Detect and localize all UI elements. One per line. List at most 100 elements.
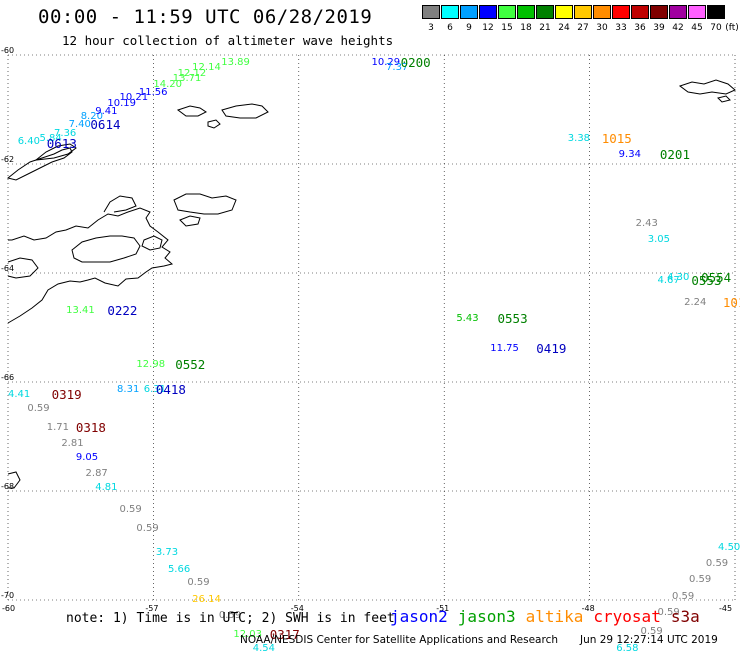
james-ross-island bbox=[7, 257, 39, 279]
lat-label: -70 bbox=[1, 591, 14, 600]
scale-swatch bbox=[650, 5, 668, 19]
lon-label: -51 bbox=[436, 604, 449, 613]
wave-height-value: 4.81 bbox=[95, 481, 118, 493]
wave-height-value: 12.03 bbox=[233, 628, 262, 640]
wave-height-value: 9.05 bbox=[75, 451, 99, 463]
scale-swatch bbox=[536, 5, 554, 19]
pass-time-label: 0554 bbox=[701, 270, 732, 285]
lon-label: -54 bbox=[291, 604, 304, 613]
lat-label: -60 bbox=[1, 46, 14, 55]
antarctic-peninsula-coast bbox=[7, 207, 174, 324]
scale-swatch bbox=[460, 5, 478, 19]
wave-height-value: 12.14 bbox=[192, 62, 221, 74]
scale-label: 9 bbox=[466, 23, 472, 33]
wave-height-value: 4.41 bbox=[8, 389, 31, 401]
wave-height-value: 6.40 bbox=[17, 135, 40, 147]
wave-height-value: 0.59 bbox=[119, 503, 142, 515]
wave-height-value: 0.59 bbox=[187, 577, 210, 589]
scale-unit: (ft) bbox=[725, 23, 739, 33]
bransfield-coast bbox=[103, 195, 137, 213]
wave-height-value: 9.41 bbox=[95, 105, 118, 117]
wave-height-value: 7.36 bbox=[54, 127, 77, 139]
scale-label: 33 bbox=[615, 23, 627, 33]
lat-label: -66 bbox=[1, 373, 14, 382]
axis-labels: -60 -62 -64 -66 -68 -70 -60 -57 -54 -51 -48 -45 bbox=[1, 46, 732, 613]
pass-time-label: 0200 bbox=[400, 54, 431, 70]
wave-height-value: 2.43 bbox=[635, 217, 658, 229]
wave-height-value: 0.59 bbox=[705, 558, 729, 570]
elephant-island bbox=[176, 105, 207, 117]
wave-height-value: 0.59 bbox=[218, 609, 242, 621]
wave-height-value: 1.71 bbox=[46, 421, 70, 433]
south-shetland-livingston bbox=[34, 143, 77, 161]
wave-height-value: 0.59 bbox=[657, 607, 680, 619]
prince-gustav-islets bbox=[173, 193, 237, 215]
satellite-legend-item: jason3 bbox=[457, 607, 516, 626]
paulet-island bbox=[179, 215, 201, 227]
scale-swatch bbox=[555, 5, 573, 19]
scale-label: 12 bbox=[482, 23, 494, 33]
wave-height-value: 2.24 bbox=[684, 296, 707, 308]
scale-swatch bbox=[669, 5, 687, 19]
wave-height-value: 13.71 bbox=[172, 73, 202, 85]
scale-label: 18 bbox=[520, 23, 532, 33]
scale-label: 3 bbox=[428, 23, 434, 33]
wave-height-value: 4.67 bbox=[657, 274, 680, 286]
wave-height-value: 26.14 bbox=[192, 593, 221, 605]
lat-label: -68 bbox=[1, 482, 14, 491]
scale-label: 27 bbox=[577, 23, 589, 33]
graticule bbox=[7, 54, 736, 601]
wave-height-value: 7.37 bbox=[386, 62, 409, 74]
scale-label: 45 bbox=[691, 23, 703, 33]
pass-time-label: 0613 bbox=[46, 136, 77, 152]
scale-label: 6 bbox=[447, 23, 453, 33]
wave-height-value: 5.66 bbox=[167, 563, 191, 575]
satellite-legend: jason2 jason3 altika cryosat s3a bbox=[390, 607, 710, 626]
scale-label: 30 bbox=[596, 23, 608, 33]
generated-timestamp: Jun 29 12:27:14 UTC 2019 bbox=[580, 634, 718, 646]
pass-time-label: 0614 bbox=[90, 117, 121, 133]
scale-swatch bbox=[688, 5, 706, 19]
scale-label: 42 bbox=[672, 23, 684, 33]
dundee-island bbox=[141, 235, 163, 251]
scale-swatch bbox=[593, 5, 611, 19]
wave-height-value: 9.34 bbox=[618, 149, 641, 161]
southern-coast-stub bbox=[7, 471, 21, 489]
wave-height-value: 11.75 bbox=[490, 342, 519, 354]
footer-note: note: 1) Time is in UTC; 2) SWH is in fe… bbox=[66, 611, 395, 626]
wave-height-value: 3.73 bbox=[155, 547, 179, 559]
satellite-legend-item: cryosat bbox=[593, 607, 661, 626]
south-orkney-small bbox=[717, 95, 731, 103]
scale-label: 70 bbox=[710, 23, 722, 33]
joinville-island bbox=[71, 235, 141, 263]
map-subtitle: 12 hour collection of altimeter wave hei… bbox=[62, 33, 394, 48]
scale-swatch bbox=[479, 5, 497, 19]
lon-label: -60 bbox=[2, 604, 15, 613]
scale-label: 21 bbox=[539, 23, 551, 33]
lat-label: -64 bbox=[1, 264, 14, 273]
pass-time-label: 0553 bbox=[691, 272, 722, 288]
pass-time-label: 0419 bbox=[536, 340, 567, 356]
wave-height-value: 13.41 bbox=[66, 304, 95, 316]
wave-height-value: 10.29 bbox=[371, 56, 401, 68]
lon-label: -48 bbox=[582, 604, 595, 613]
wave-height-value: 8.31 bbox=[117, 383, 140, 395]
lon-label: -45 bbox=[719, 604, 732, 613]
credit-text: NOAA/NESDIS Center for Satellite Applica… bbox=[240, 634, 558, 646]
wave-height-value: 12.12 bbox=[177, 67, 207, 79]
scale-swatch bbox=[612, 5, 630, 19]
wave-height-value: 4.30 bbox=[667, 272, 690, 283]
wave-height-value: 13.89 bbox=[221, 56, 250, 68]
wave-height-value: 14.20 bbox=[153, 78, 183, 90]
wave-height-value: 8.20 bbox=[80, 111, 103, 123]
wave-height-value: 0.59 bbox=[688, 574, 712, 586]
scale-label: 39 bbox=[653, 23, 665, 33]
pass-time-label: 0317 bbox=[269, 626, 300, 642]
wave-height-value: 4.50 bbox=[718, 541, 740, 553]
wave-height-value: 4.54 bbox=[252, 642, 276, 654]
wave-height-value: 7.40 bbox=[68, 119, 91, 131]
south-shetland-king-george bbox=[6, 147, 73, 181]
wave-height-value: 10.21 bbox=[119, 92, 149, 104]
wave-height-value: 10.19 bbox=[107, 97, 136, 109]
wave-height-value: 0.59 bbox=[27, 402, 50, 414]
